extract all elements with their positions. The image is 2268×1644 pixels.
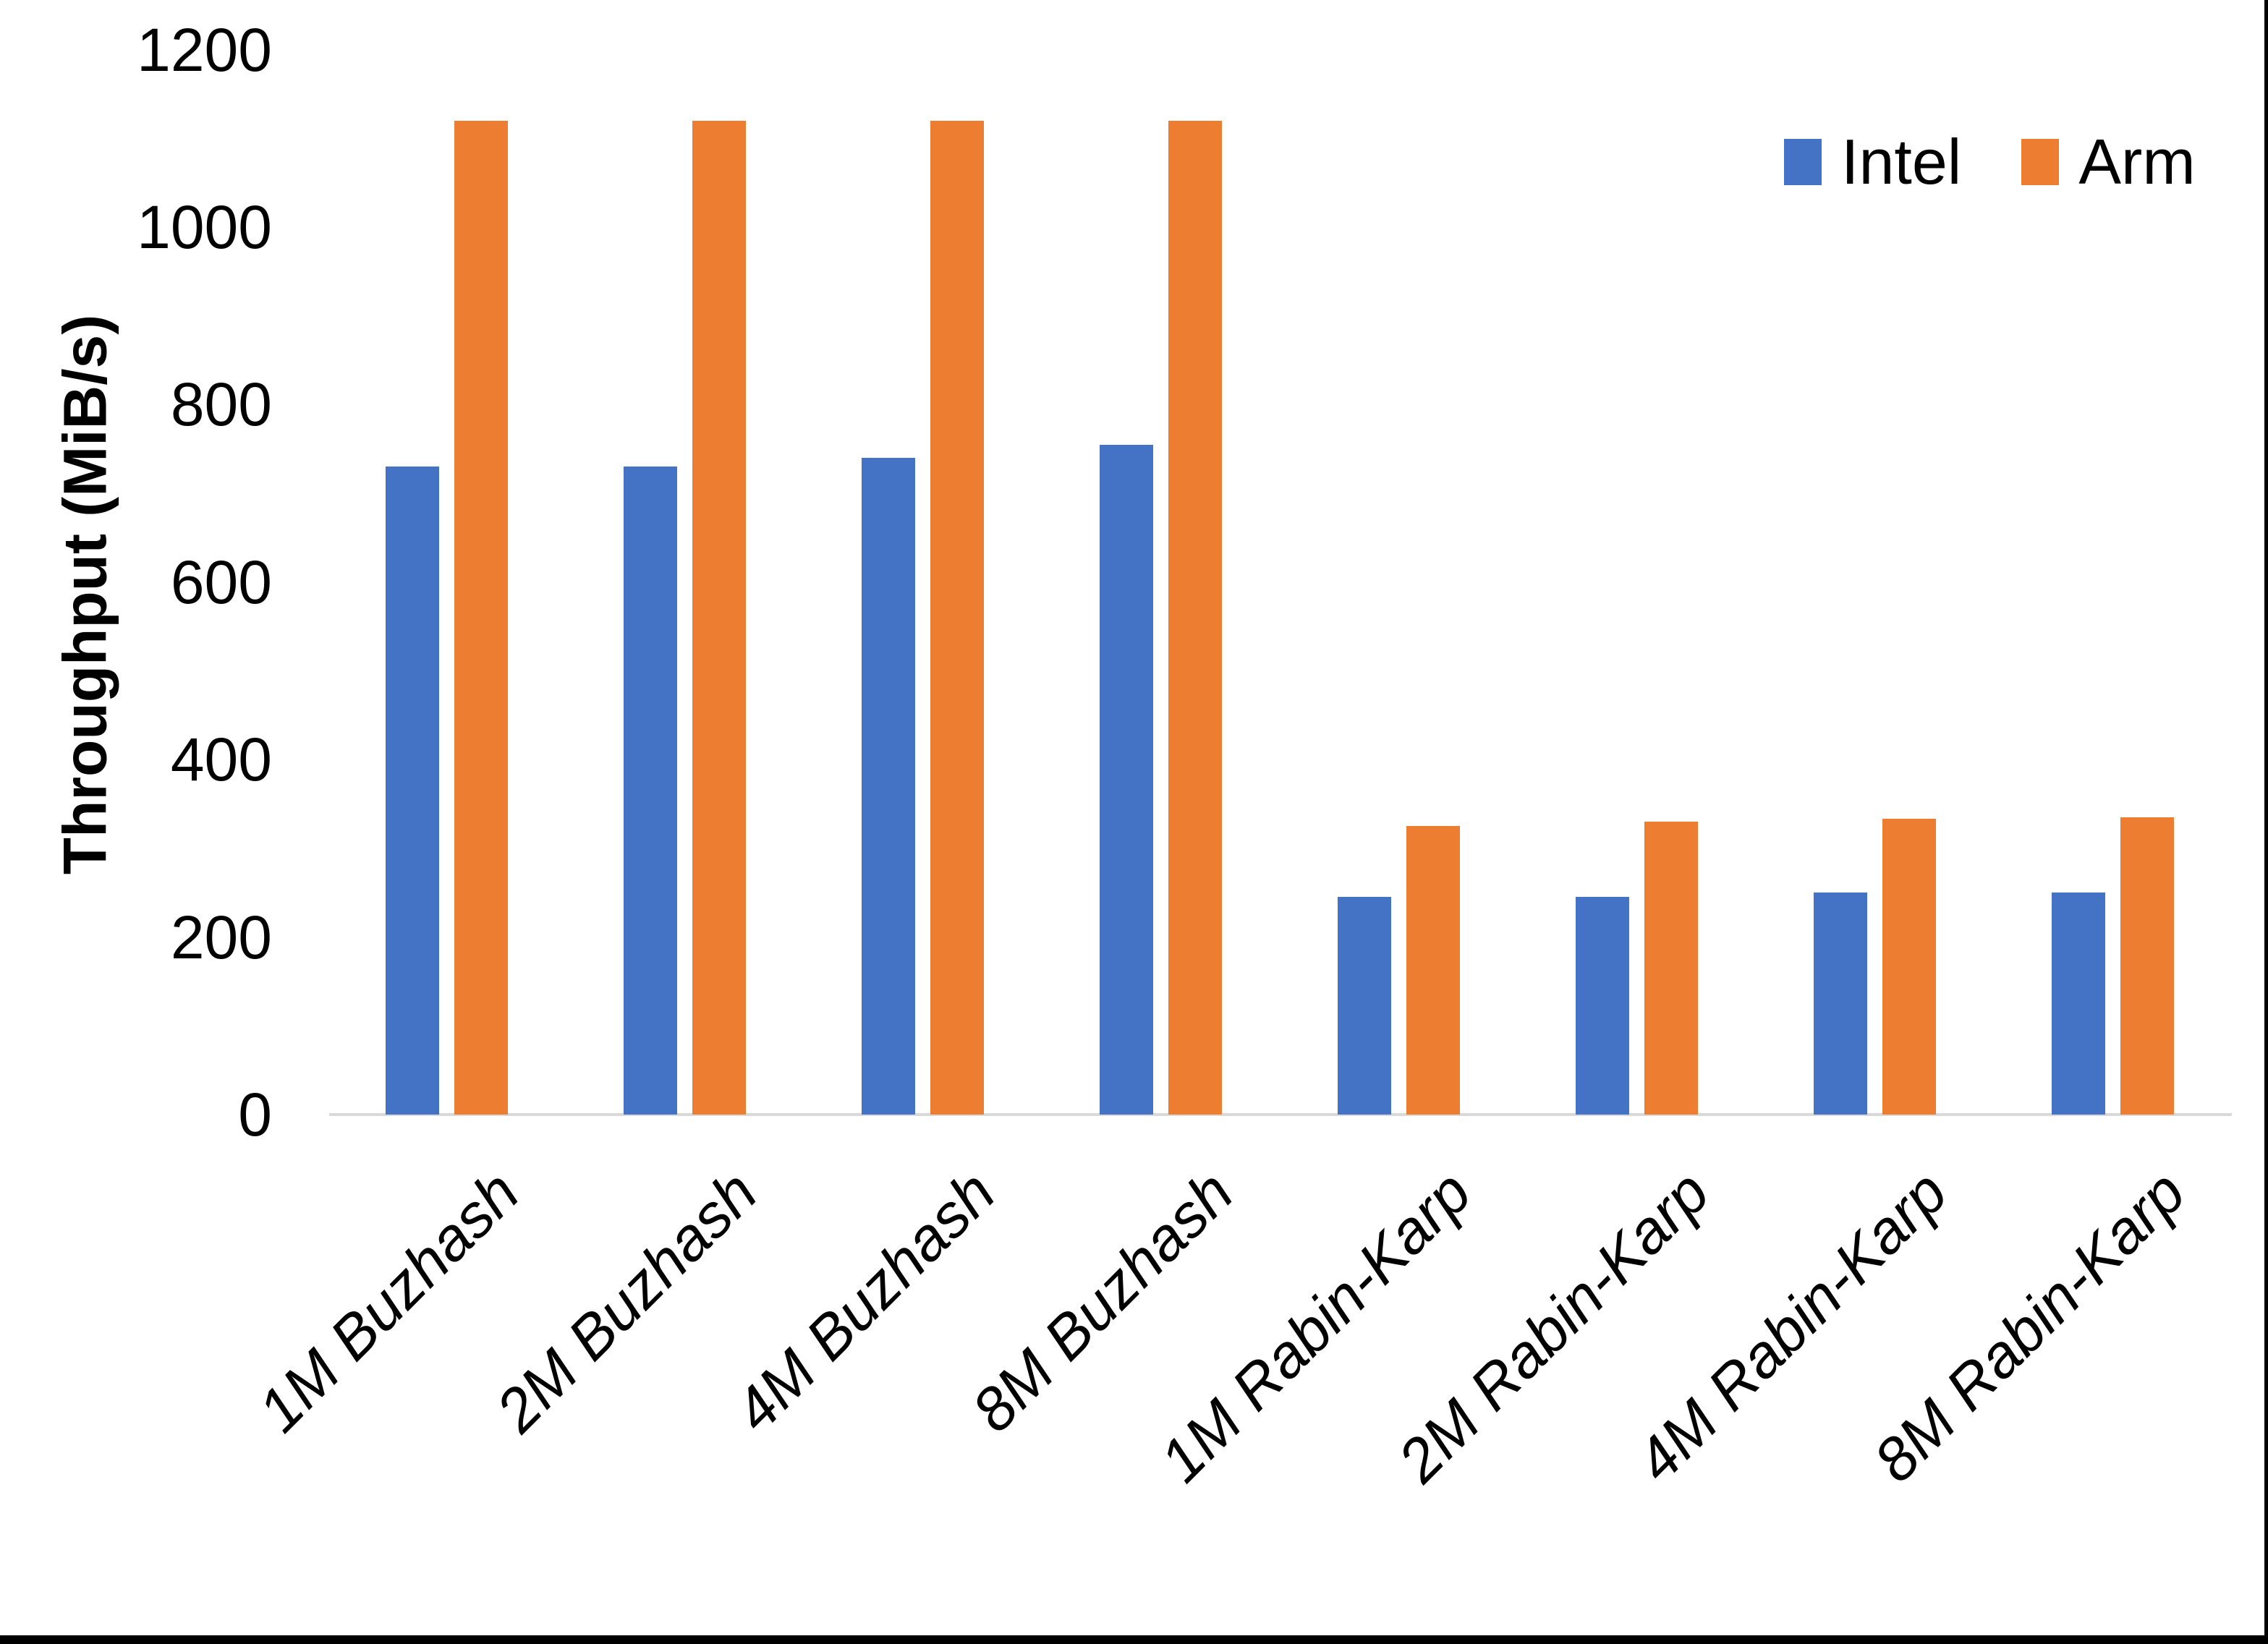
y-axis-tick-label: 600 bbox=[170, 548, 272, 616]
bar-arm-4m-rabin-karp bbox=[1882, 819, 1936, 1115]
bar-intel-4m-rabin-karp bbox=[1814, 893, 1867, 1115]
bar-intel-4m-buzhash bbox=[862, 458, 915, 1115]
legend: Intel Arm bbox=[1784, 130, 2196, 194]
bar-intel-1m-rabin-karp bbox=[1338, 897, 1391, 1115]
y-axis-tick-label: 1200 bbox=[137, 16, 272, 84]
legend-marker-intel bbox=[1784, 139, 1822, 185]
y-axis-tick-label: 800 bbox=[170, 370, 272, 438]
bar-intel-1m-buzhash bbox=[386, 467, 439, 1115]
legend-item-intel: Intel bbox=[1784, 130, 1961, 194]
legend-item-arm: Arm bbox=[2021, 126, 2196, 197]
window-border-bottom bbox=[0, 1635, 2268, 1644]
y-axis-tick-label: 0 bbox=[238, 1081, 272, 1149]
legend-label: Arm bbox=[2078, 126, 2196, 197]
y-axis-tick-label: 1000 bbox=[137, 193, 272, 261]
bar-arm-2m-rabin-karp bbox=[1644, 822, 1698, 1115]
bar-arm-2m-buzhash bbox=[692, 121, 746, 1115]
x-axis-line bbox=[329, 1113, 2232, 1116]
bar-intel-8m-rabin-karp bbox=[2052, 893, 2105, 1115]
y-axis-tick-label: 200 bbox=[170, 903, 272, 971]
bar-intel-2m-buzhash bbox=[624, 467, 677, 1115]
bar-arm-8m-rabin-karp bbox=[2120, 817, 2174, 1115]
bar-arm-1m-rabin-karp bbox=[1406, 826, 1460, 1115]
window-border-right bbox=[2264, 0, 2268, 1644]
bar-intel-8m-buzhash bbox=[1100, 445, 1153, 1115]
y-axis-tick-label: 400 bbox=[170, 725, 272, 793]
legend-marker-arm bbox=[2021, 139, 2060, 185]
bar-arm-4m-buzhash bbox=[930, 121, 984, 1115]
legend-label: Intel bbox=[1841, 126, 1962, 197]
bar-intel-2m-rabin-karp bbox=[1576, 897, 1629, 1115]
bar-arm-1m-buzhash bbox=[454, 121, 508, 1115]
bar-arm-8m-buzhash bbox=[1168, 121, 1222, 1115]
